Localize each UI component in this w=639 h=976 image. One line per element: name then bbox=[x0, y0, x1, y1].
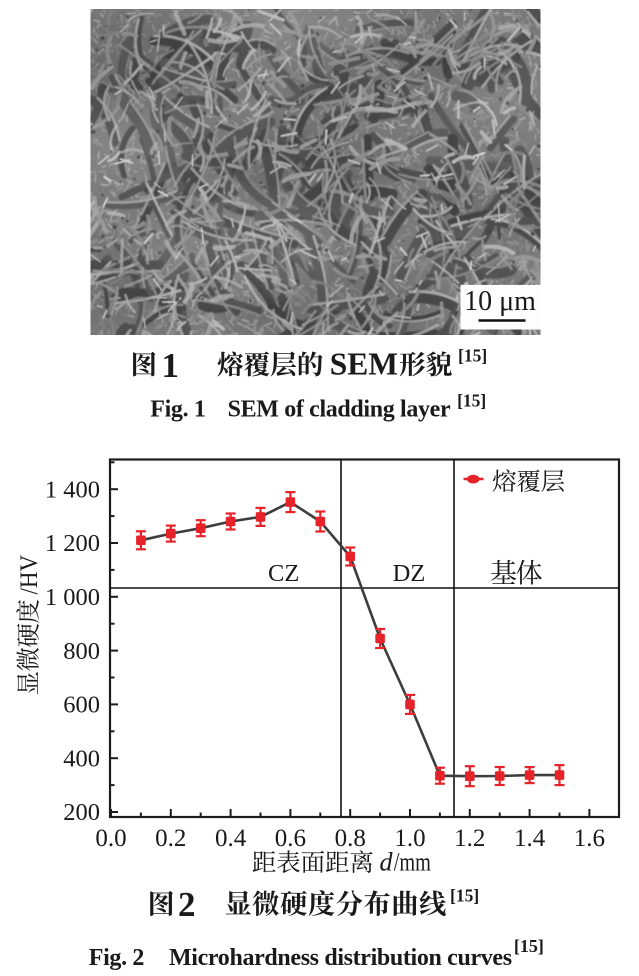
svg-text:1: 1 bbox=[162, 346, 180, 385]
svg-text:2: 2 bbox=[178, 885, 196, 924]
svg-text:1.6: 1.6 bbox=[574, 825, 605, 852]
svg-text:/HV: /HV bbox=[16, 554, 43, 594]
svg-text:DZ: DZ bbox=[393, 560, 426, 587]
svg-text:1.0: 1.0 bbox=[394, 825, 425, 852]
svg-text:0.2: 0.2 bbox=[155, 825, 186, 852]
svg-text:1.2: 1.2 bbox=[454, 825, 485, 852]
svg-text:200: 200 bbox=[63, 799, 100, 826]
svg-text:[15]: [15] bbox=[514, 936, 544, 956]
svg-text:0.8: 0.8 bbox=[335, 825, 366, 852]
svg-text:Microhardness distribution cur: Microhardness distribution curves bbox=[169, 945, 512, 971]
svg-text:600: 600 bbox=[63, 692, 100, 719]
svg-text:SEM of cladding layer: SEM of cladding layer bbox=[228, 397, 451, 423]
svg-text:1 400: 1 400 bbox=[45, 476, 100, 503]
svg-text:SEM: SEM bbox=[330, 347, 398, 382]
svg-text:0.4: 0.4 bbox=[215, 825, 247, 852]
svg-text:[15]: [15] bbox=[457, 391, 486, 411]
svg-text:400: 400 bbox=[63, 745, 100, 772]
svg-text:1.4: 1.4 bbox=[514, 825, 546, 852]
svg-text:Fig. 2: Fig. 2 bbox=[89, 945, 144, 971]
svg-text:CZ: CZ bbox=[268, 560, 299, 587]
svg-text:Fig. 1: Fig. 1 bbox=[150, 397, 205, 423]
svg-text:10 μm: 10 μm bbox=[464, 286, 536, 317]
svg-text:[15]: [15] bbox=[450, 886, 479, 906]
svg-text:1 000: 1 000 bbox=[45, 584, 100, 611]
svg-text:/mm: /mm bbox=[394, 848, 431, 877]
svg-text:1 200: 1 200 bbox=[45, 530, 100, 557]
svg-text:d: d bbox=[380, 848, 394, 877]
svg-text:0.6: 0.6 bbox=[275, 825, 306, 852]
svg-text:[15]: [15] bbox=[458, 346, 487, 366]
svg-text:0.0: 0.0 bbox=[95, 825, 126, 852]
svg-text:800: 800 bbox=[63, 638, 100, 665]
